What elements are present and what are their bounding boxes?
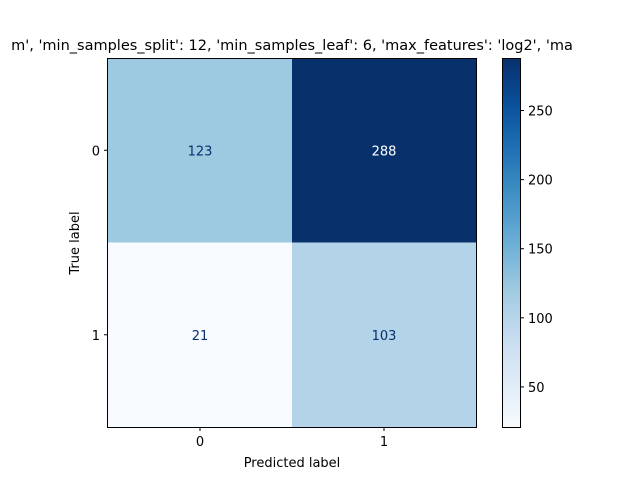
colorbar [502, 58, 521, 428]
colorbar-tick-label: 200 [528, 174, 553, 189]
x-axis-label: Predicted label [244, 456, 341, 471]
colorbar-tick-label: 150 [528, 243, 553, 258]
colorbar-tick-label: 250 [528, 105, 553, 120]
colorbar-tick-label: 50 [528, 381, 545, 396]
cell-value-label-1-0: 21 [192, 329, 209, 344]
axes-frame [107, 58, 477, 428]
heatmap-cell-0-1 [292, 58, 476, 243]
cell-value-label-0-1: 288 [372, 144, 397, 159]
heatmap-cell-0-0 [108, 58, 292, 243]
y-axis-ticks: 01 [92, 144, 108, 344]
x-tick-label: 0 [196, 435, 204, 450]
x-tick-label: 1 [380, 435, 388, 450]
cell-value-label-0-0: 123 [188, 144, 213, 159]
heatmap-cells: 123 288 21 103 [108, 58, 476, 427]
y-tick-label: 0 [92, 144, 100, 159]
chart-title: m', 'min_samples_split': 12, 'min_sample… [11, 38, 573, 54]
heatmap-cell-1-0 [108, 242, 292, 427]
colorbar-tick-label: 100 [528, 312, 553, 327]
colorbar-ticks: 50 100 150 200 250 [520, 105, 553, 396]
y-tick-label: 1 [92, 329, 100, 344]
y-axis-label: True label [68, 211, 83, 275]
heatmap-cell-1-1 [292, 242, 476, 427]
cell-value-label-1-1: 103 [372, 329, 397, 344]
